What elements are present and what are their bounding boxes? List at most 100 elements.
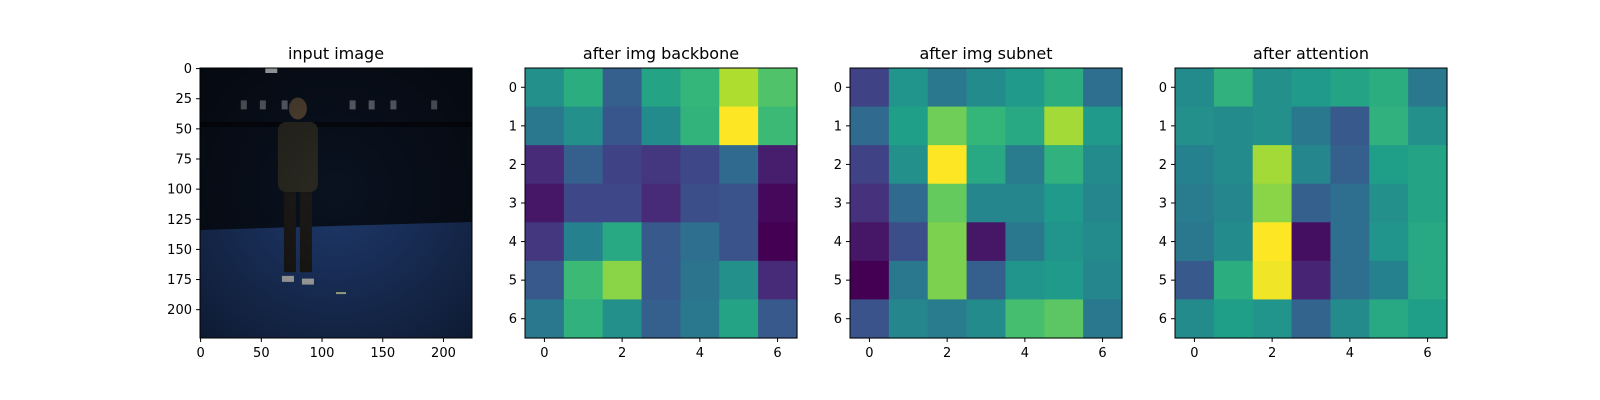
heatmap-cell-r1-c6: [1408, 106, 1448, 146]
heatmap-cell-r3-c0: [850, 183, 890, 223]
heatmap-cell-r3-c6: [1083, 183, 1123, 223]
heatmap-cell-r0-c2: [602, 68, 643, 108]
y-tick-label: 0: [184, 62, 192, 77]
heatmap-cell-r2-c3: [641, 145, 682, 185]
heatmap-cell-r4-c3: [1291, 222, 1332, 262]
heatmap-cell-r5-c3: [966, 260, 1007, 301]
heatmap-cell-r2-c0: [525, 145, 565, 185]
x-tick-label: 100: [310, 346, 335, 361]
heatmap-cell-r5-c0: [850, 260, 890, 301]
heatmap-cell-r4-c4: [1005, 222, 1045, 262]
heatmap-cell-r2-c5: [719, 145, 759, 185]
heatmap-cell-r4-c0: [850, 222, 890, 262]
heatmap-cell-r6-c3: [1291, 299, 1332, 339]
heatmap-cell-r5-c5: [1044, 260, 1084, 301]
heatmap-cell-r1-c5: [1044, 106, 1084, 146]
x-tick-label: 2: [1268, 346, 1276, 361]
chart-title: after img subnet: [919, 44, 1052, 63]
heatmap-cell-r0-c4: [680, 68, 720, 108]
y-tick-label: 1: [1159, 119, 1167, 134]
heatmap-cell-r2-c5: [1044, 145, 1084, 185]
y-tick-label: 1: [834, 119, 842, 134]
heatmap-cell-r3-c4: [1330, 183, 1370, 223]
x-tick-label: 4: [1021, 346, 1029, 361]
heatmap-cell-r6-c4: [1330, 299, 1370, 339]
y-tick-label: 175: [167, 273, 192, 288]
heatmap-cell-r5-c6: [1408, 260, 1448, 301]
heatmap-cells: [1175, 68, 1448, 339]
heatmap-cell-r3-c5: [1369, 183, 1409, 223]
heatmap-cell-r6-c0: [525, 299, 565, 339]
heatmap-cell-r5-c5: [719, 260, 759, 301]
heatmap-cell-r4-c4: [1330, 222, 1370, 262]
heatmap-cell-r6-c6: [1083, 299, 1123, 339]
heatmap-cell-r0-c4: [1005, 68, 1045, 108]
heatmap-cell-r5-c2: [602, 260, 643, 301]
heatmap-cell-r6-c5: [1369, 299, 1409, 339]
heatmap-cell-r1-c4: [680, 106, 720, 146]
y-tick-label: 25: [175, 92, 192, 107]
heatmap-cell-r6-c1: [563, 299, 604, 339]
heatmap-cell-r6-c6: [758, 299, 798, 339]
x-tick-label: 50: [253, 346, 270, 361]
heatmap-cell-r0-c3: [1291, 68, 1332, 108]
heatmap-cell-r3-c6: [758, 183, 798, 223]
chart-title: after img backbone: [583, 44, 739, 63]
heatmap-cell-r0-c5: [1369, 68, 1409, 108]
heatmap-cell-r0-c0: [1175, 68, 1215, 108]
heatmap-cell-r4-c5: [1369, 222, 1409, 262]
heatmap-cell-r4-c5: [1044, 222, 1084, 262]
y-tick-label: 2: [1159, 158, 1167, 173]
heatmap-cell-r3-c2: [1252, 183, 1293, 223]
heatmap-cell-r3-c5: [719, 183, 759, 223]
heatmap-cell-r3-c3: [966, 183, 1007, 223]
x-tick-label: 6: [1098, 346, 1106, 361]
heatmap-cell-r4-c1: [1213, 222, 1254, 262]
heatmap-cell-r2-c1: [888, 145, 929, 185]
heatmap-cell-r0-c1: [1213, 68, 1254, 108]
heatmap-cell-r2-c3: [1291, 145, 1332, 185]
heatmap-cell-r1-c3: [1291, 106, 1332, 146]
heatmap-cell-r3-c1: [888, 183, 929, 223]
heatmap-cell-r6-c2: [602, 299, 643, 339]
x-tick-label: 0: [1190, 346, 1198, 361]
chart-title: input image: [288, 44, 384, 63]
input-image: [200, 68, 472, 338]
heatmap-cell-r4-c2: [927, 222, 968, 262]
y-tick-label: 0: [1159, 81, 1167, 96]
heatmap-cell-r5-c4: [1005, 260, 1045, 301]
heatmap-cell-r0-c0: [850, 68, 890, 108]
x-tick-label: 0: [196, 346, 204, 361]
heatmap-cell-r0-c1: [563, 68, 604, 108]
heatmap-cell-r6-c5: [1044, 299, 1084, 339]
heatmap-cell-r1-c2: [1252, 106, 1293, 146]
heatmap-cell-r5-c1: [888, 260, 929, 301]
heatmap-cell-r5-c5: [1369, 260, 1409, 301]
heatmap-cell-r2-c2: [1252, 145, 1293, 185]
heatmap-cell-r1-c1: [1213, 106, 1254, 146]
heatmap-cell-r6-c5: [719, 299, 759, 339]
x-tick-label: 6: [773, 346, 781, 361]
heatmap-cell-r2-c0: [850, 145, 890, 185]
heatmap-cell-r5-c3: [641, 260, 682, 301]
heatmap-cell-r1-c0: [1175, 106, 1215, 146]
heatmap-cell-r3-c2: [602, 183, 643, 223]
heatmap-cell-r5-c1: [563, 260, 604, 301]
heatmap-cell-r4-c6: [1408, 222, 1448, 262]
heatmap-cell-r2-c5: [1369, 145, 1409, 185]
heatmap-cell-r1-c1: [888, 106, 929, 146]
y-tick-label: 50: [175, 122, 192, 137]
heatmap-cell-r6-c0: [1175, 299, 1215, 339]
heatmap-cell-r1-c0: [525, 106, 565, 146]
y-tick-label: 3: [1159, 197, 1167, 212]
heatmap-cell-r6-c4: [680, 299, 720, 339]
heatmap-cell-r1-c3: [641, 106, 682, 146]
heatmap-cell-r1-c6: [1083, 106, 1123, 146]
heatmap-cells: [525, 68, 798, 339]
heatmap-cell-r3-c6: [1408, 183, 1448, 223]
heatmap-cell-r4-c5: [719, 222, 759, 262]
heatmap-cell-r2-c1: [563, 145, 604, 185]
heatmap-cell-r4-c0: [525, 222, 565, 262]
heatmap-cell-r1-c3: [966, 106, 1007, 146]
